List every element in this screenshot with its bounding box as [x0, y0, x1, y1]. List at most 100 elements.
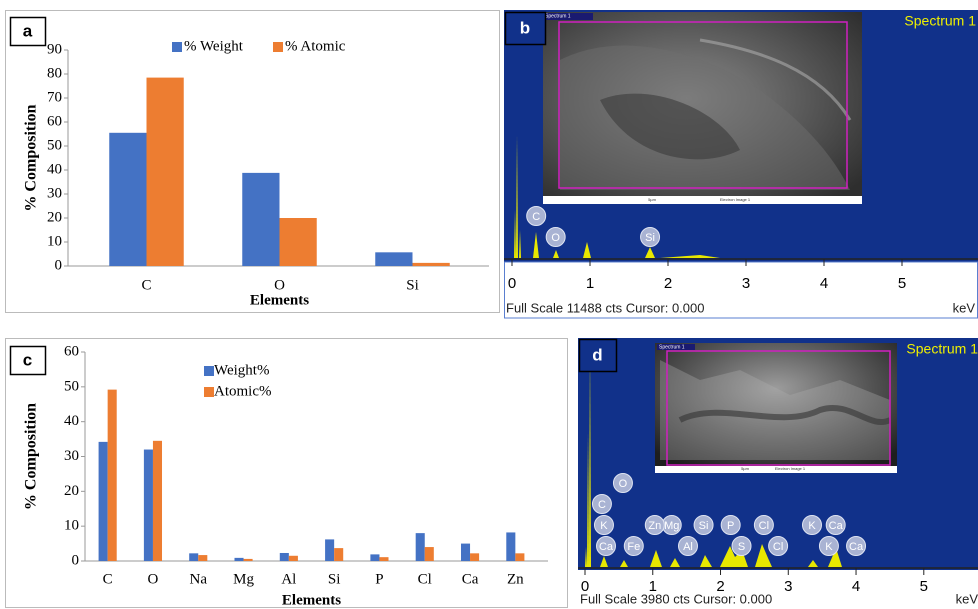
y-tick-label: 20: [64, 483, 79, 499]
x-tick-label: 3: [784, 578, 792, 595]
x-tick-label: Si: [328, 571, 341, 587]
y-axis-label: % Composition: [23, 403, 40, 510]
peak-label: Fe: [627, 541, 640, 553]
image-scale: 5µm: [741, 466, 750, 471]
legend-swatch: [273, 42, 283, 52]
y-tick-label: 60: [47, 113, 62, 129]
bar: [234, 558, 243, 561]
x-tick-label: C: [103, 571, 113, 587]
y-tick-label: 0: [55, 257, 63, 273]
bar: [108, 390, 117, 561]
x-tick-label: O: [274, 277, 285, 293]
x-tick-label: Zn: [507, 571, 524, 587]
peak-label: K: [808, 520, 816, 532]
x-tick-label: Mg: [233, 571, 254, 587]
y-tick-label: 60: [64, 343, 79, 359]
image-caption: Electron Image 1: [775, 466, 806, 471]
bar: [425, 547, 434, 561]
legend-label: % Atomic: [285, 38, 346, 54]
bar: [506, 532, 515, 561]
bar: [280, 218, 317, 266]
y-tick-label: 80: [47, 65, 62, 81]
legend-swatch: [204, 366, 214, 376]
peak-label: Al: [683, 541, 693, 553]
bar: [379, 557, 388, 561]
bar: [147, 78, 184, 266]
peak-label: S: [738, 541, 745, 553]
bar: [416, 533, 425, 561]
x-tick-label: 5: [920, 578, 928, 595]
peak-label: K: [600, 520, 608, 532]
peak-label: Cl: [759, 520, 769, 532]
x-tick-label: P: [375, 571, 383, 587]
peak-label: C: [532, 211, 540, 223]
peak-label: Ca: [829, 520, 844, 532]
spectrum-note: Full Scale 3980 cts Cursor: 0.000: [580, 591, 772, 606]
x-tick-label: Ca: [462, 571, 479, 587]
panel-label: a: [23, 21, 33, 40]
y-tick-label: 30: [64, 448, 79, 464]
x-axis-label: keV: [953, 300, 976, 315]
y-tick-label: 50: [64, 378, 79, 394]
bar: [413, 263, 450, 266]
bar: [375, 252, 412, 266]
bar: [461, 544, 470, 561]
peak-label: K: [825, 541, 833, 553]
image-title: Spectrum 1: [659, 344, 685, 350]
image-scale: 5µm: [648, 197, 657, 202]
legend-label: Weight%: [214, 362, 269, 378]
y-axis-label: % Composition: [23, 104, 40, 211]
page: {"chart_data": [ {"type": "bar", "panel"…: [0, 0, 978, 609]
x-tick-label: Cl: [418, 571, 432, 587]
panel-label: b: [520, 18, 530, 37]
sem-image: [543, 12, 862, 204]
x-tick-label: 5: [898, 275, 906, 292]
bar: [242, 173, 279, 266]
bar: [280, 553, 289, 561]
x-tick-label: Al: [281, 571, 296, 587]
panel-label: d: [592, 345, 602, 364]
spectrum-title: Spectrum 1: [906, 341, 978, 357]
bar: [189, 553, 198, 561]
peak-label: Ca: [599, 541, 614, 553]
x-tick-label: 4: [852, 578, 860, 595]
peak-label: O: [619, 478, 628, 490]
y-tick-label: 30: [47, 185, 62, 201]
x-axis-label: Elements: [250, 292, 309, 308]
panel-frame: [6, 11, 500, 313]
panel-frame: [6, 339, 568, 608]
x-tick-label: 1: [586, 275, 594, 292]
x-tick-label: 2: [664, 275, 672, 292]
peak-label: Mg: [664, 520, 679, 532]
x-axis-label: keV: [956, 591, 978, 606]
y-tick-label: 0: [72, 552, 80, 568]
peak-label: Cl: [773, 541, 783, 553]
y-tick-label: 20: [47, 209, 62, 225]
peak-label: Si: [645, 232, 655, 244]
bar: [153, 441, 162, 561]
legend-label: % Weight: [184, 38, 244, 54]
bar: [370, 554, 379, 561]
bar: [515, 553, 524, 561]
y-tick-label: 90: [47, 41, 62, 57]
x-tick-label: O: [148, 571, 159, 587]
figure: 0102030405060708090COSi% Weight% AtomicE…: [0, 0, 978, 609]
x-axis-label: Elements: [282, 592, 341, 608]
bar: [470, 553, 479, 561]
bar: [109, 133, 146, 266]
y-tick-label: 10: [64, 518, 79, 534]
y-tick-label: 40: [47, 161, 62, 177]
spectrum-title: Spectrum 1: [904, 13, 976, 29]
peak-label: O: [551, 232, 560, 244]
image-caption: Electron Image 1: [720, 197, 751, 202]
legend-swatch: [172, 42, 182, 52]
y-tick-label: 40: [64, 413, 79, 429]
bar: [99, 442, 108, 561]
bar: [334, 548, 343, 561]
x-tick-label: Na: [190, 571, 208, 587]
x-tick-label: C: [141, 277, 151, 293]
x-tick-label: Si: [406, 277, 419, 293]
peak-label: P: [727, 520, 734, 532]
y-tick-label: 50: [47, 137, 62, 153]
bar: [289, 556, 298, 561]
